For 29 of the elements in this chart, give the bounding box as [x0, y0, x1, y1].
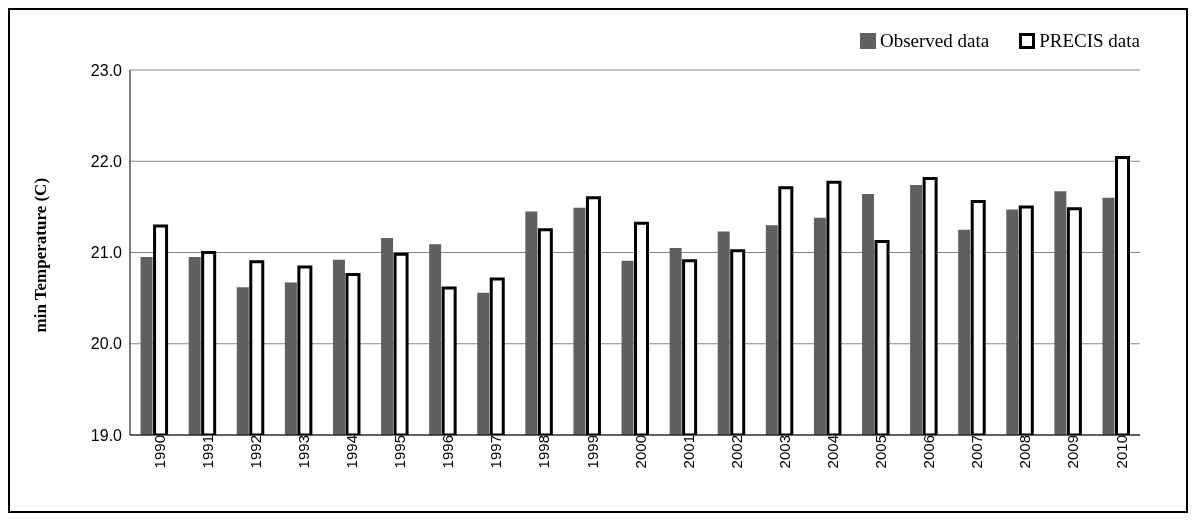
- x-tick-label: 1996: [439, 435, 457, 469]
- x-tick-label: 1994: [343, 435, 361, 469]
- x-tick-label: 2009: [1064, 435, 1082, 469]
- legend-label: PRECIS data: [1039, 30, 1140, 52]
- x-tick-label: 1993: [294, 435, 312, 469]
- x-tick-label: 2003: [775, 435, 793, 469]
- y-tick-label: 19.0: [90, 426, 123, 444]
- x-tick-label: 2006: [920, 435, 938, 469]
- x-tick-label: 2001: [679, 435, 697, 469]
- x-tick-label: 1992: [246, 435, 264, 469]
- legend-label: Observed data: [879, 30, 990, 52]
- x-tick-label: 1995: [391, 435, 409, 469]
- x-tick-label: 1999: [583, 435, 601, 469]
- x-tick-label: 2002: [727, 435, 745, 469]
- x-tick-label: 2004: [824, 435, 842, 469]
- y-tick-label: 22.0: [90, 152, 123, 170]
- x-tick-label: 1997: [487, 435, 505, 469]
- x-tick-label: 2007: [968, 435, 986, 469]
- x-tick-label: 1998: [535, 435, 553, 469]
- y-tick-label: 21.0: [90, 244, 123, 262]
- x-tick-label: 1990: [150, 435, 168, 469]
- y-axis-title: min Temperature (C): [31, 177, 51, 333]
- x-tick-label: 2010: [1112, 435, 1130, 469]
- y-tick-label: 23.0: [90, 61, 123, 79]
- x-tick-label: 2000: [631, 435, 649, 469]
- x-tick-label: 2005: [872, 435, 890, 469]
- x-tick-label: 1991: [198, 435, 216, 469]
- y-tick-label: 20.0: [90, 335, 123, 353]
- x-tick-label: 2008: [1016, 435, 1034, 469]
